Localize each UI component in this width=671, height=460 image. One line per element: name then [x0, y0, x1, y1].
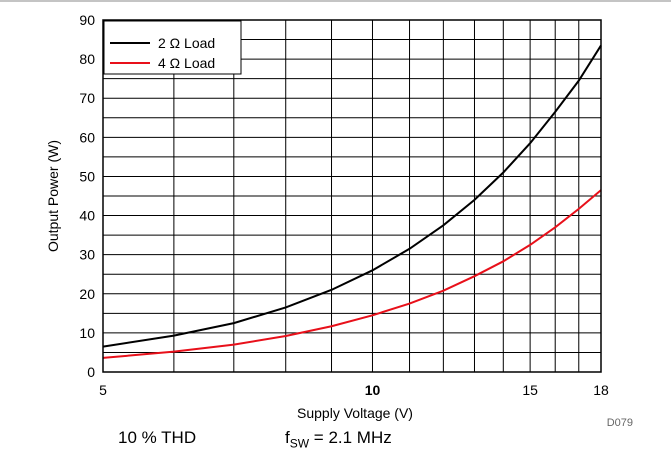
legend-label-2ohm: 2 Ω Load: [158, 35, 215, 51]
thd-caption: 10 % THD: [118, 428, 197, 447]
plot-frame: [102, 19, 602, 373]
figure-id: D079: [607, 417, 633, 429]
x-tick-label: 15: [522, 382, 538, 398]
series-line-1: [102, 189, 602, 359]
x-tick-label: 18: [593, 382, 609, 398]
legend-label-4ohm: 4 Ω Load: [158, 55, 215, 71]
fsw-caption: fSW = 2.1 MHz: [285, 428, 392, 450]
y-tick-label: 70: [79, 90, 95, 106]
series-line-0: [102, 44, 602, 348]
y-tick-label: 10: [79, 325, 95, 341]
y-tick-label: 80: [79, 51, 95, 67]
x-tick-label: 10: [365, 382, 381, 398]
series-layer: [102, 44, 602, 359]
legend: 2 Ω Load 4 Ω Load: [103, 20, 242, 75]
y-tick-label: 0: [87, 364, 95, 380]
y-tick-label: 90: [79, 12, 95, 28]
legend-box: [103, 20, 242, 75]
tick-labels: 0 10 20 30 40 50 60 70 80 90 5 10 15 18: [79, 12, 609, 398]
x-axis-title: Supply Voltage (V): [297, 405, 413, 421]
x-tick-label: 5: [99, 382, 107, 398]
y-tick-label: 50: [79, 168, 95, 184]
y-tick-label: 30: [79, 247, 95, 263]
y-tick-label: 60: [79, 129, 95, 145]
y-axis-title: Output Power (W): [45, 140, 61, 252]
fsw-subscript: SW: [289, 436, 310, 451]
fsw-symbol: f: [285, 428, 290, 447]
grid: [103, 20, 601, 372]
y-tick-label: 40: [79, 208, 95, 224]
fsw-value: = 2.1 MHz: [309, 428, 392, 447]
y-tick-label: 20: [79, 286, 95, 302]
